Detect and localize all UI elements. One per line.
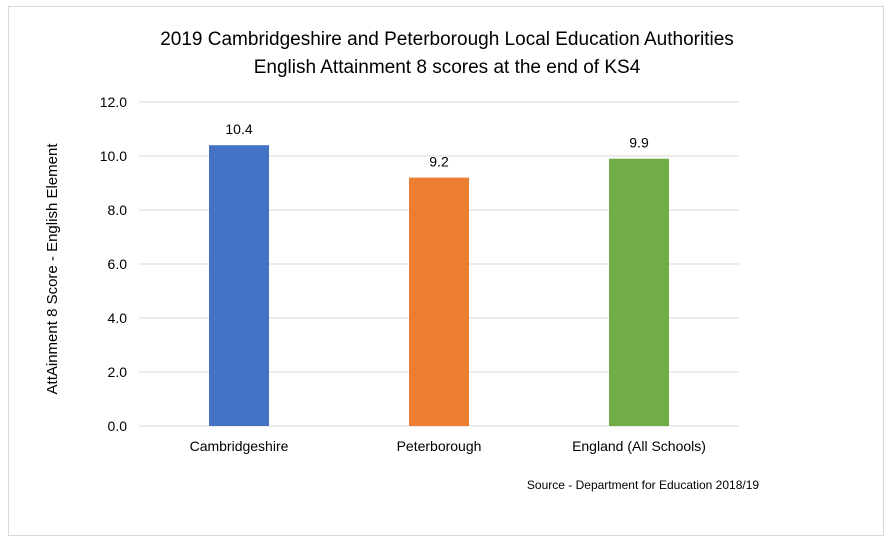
bar bbox=[409, 177, 469, 426]
data-label: 10.4 bbox=[225, 121, 252, 137]
bar-chart: 2019 Cambridgeshire and Peterborough Loc… bbox=[44, 29, 759, 492]
x-category-label: Cambridgeshire bbox=[190, 438, 289, 454]
chart-frame: 2019 Cambridgeshire and Peterborough Loc… bbox=[8, 6, 884, 536]
data-label: 9.9 bbox=[629, 135, 649, 151]
chart-title-line-2: English Attainment 8 scores at the end o… bbox=[254, 57, 641, 78]
y-tick-label: 4.0 bbox=[108, 310, 128, 326]
source-note: Source - Department for Education 2018/1… bbox=[527, 478, 759, 492]
y-tick-label: 8.0 bbox=[108, 202, 128, 218]
bar bbox=[609, 158, 669, 426]
y-tick-label: 2.0 bbox=[108, 364, 128, 380]
bar bbox=[209, 145, 269, 426]
y-tick-label: 12.0 bbox=[100, 94, 127, 110]
data-label: 9.2 bbox=[429, 154, 449, 170]
y-tick-label: 10.0 bbox=[100, 148, 127, 164]
chart-title-line-1: 2019 Cambridgeshire and Peterborough Loc… bbox=[160, 29, 734, 50]
y-tick-label: 0.0 bbox=[108, 418, 128, 434]
y-axis-label: AttAinment 8 Score - English Element bbox=[44, 143, 61, 395]
x-category-label: England (All Schools) bbox=[572, 438, 706, 454]
x-category-label: Peterborough bbox=[397, 438, 482, 454]
y-tick-label: 6.0 bbox=[108, 256, 128, 272]
